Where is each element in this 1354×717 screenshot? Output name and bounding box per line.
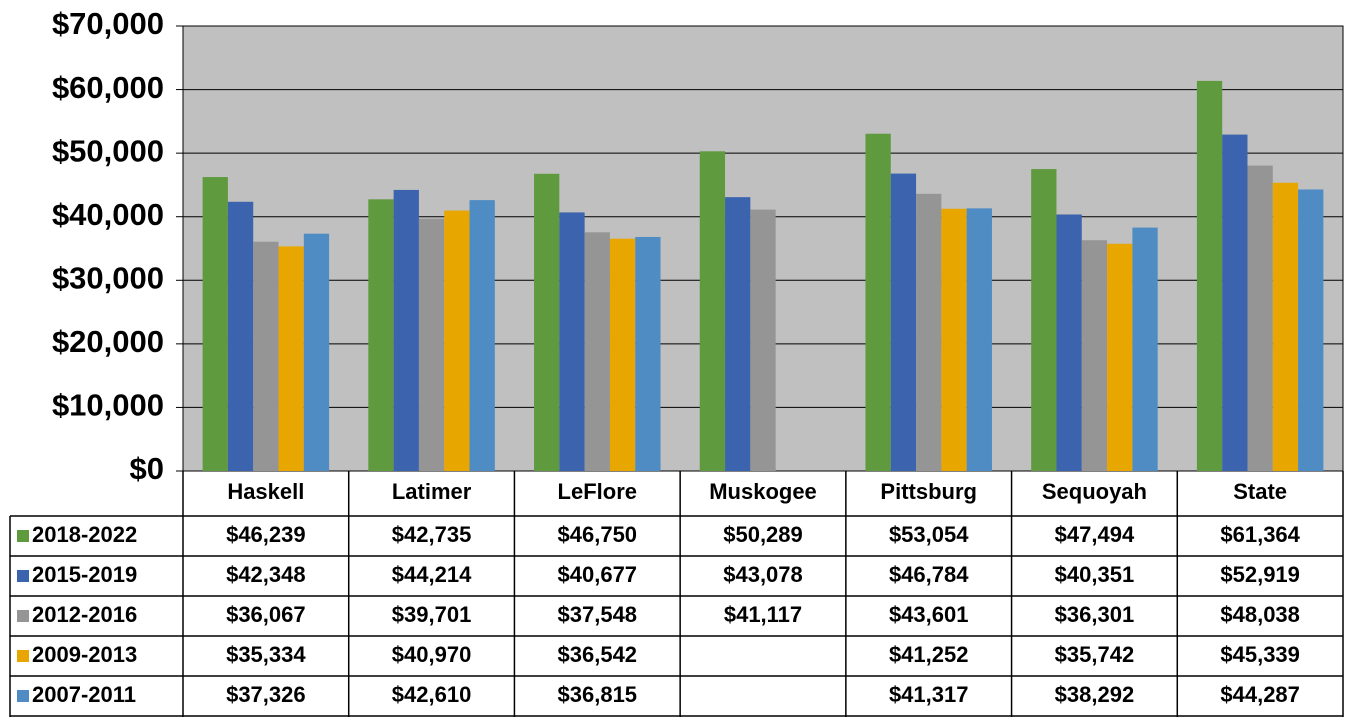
bar (444, 210, 470, 471)
table-value: $46,750 (558, 522, 638, 547)
table-value: $37,326 (226, 682, 306, 707)
table-value: $41,317 (889, 682, 969, 707)
bar (227, 201, 254, 471)
y-tick-label: $50,000 (52, 133, 164, 168)
bar (278, 246, 304, 471)
bar (469, 200, 495, 472)
table-value: $42,610 (392, 682, 472, 707)
table-value: $36,815 (558, 682, 638, 707)
x-tick-label: Haskell (227, 479, 304, 504)
table-value: $43,078 (723, 562, 803, 587)
bar (1056, 214, 1082, 472)
bar (1247, 165, 1273, 471)
bar (202, 177, 228, 472)
table-value: $40,677 (558, 562, 638, 587)
table-value: $42,348 (226, 562, 306, 587)
table-value: $37,548 (558, 602, 638, 627)
bar (1031, 169, 1057, 471)
bar (253, 241, 279, 471)
legend-label: 2007-2011 (32, 682, 136, 707)
table-value: $52,919 (1220, 562, 1300, 587)
table-value: $35,742 (1055, 642, 1135, 667)
bar (393, 189, 419, 471)
bar (1298, 189, 1324, 471)
bar (890, 173, 917, 471)
bar (368, 199, 394, 471)
table-value: $41,117 (724, 602, 802, 627)
y-tick-label: $40,000 (52, 197, 164, 232)
table-value: $46,784 (889, 562, 969, 587)
table-value: $36,542 (558, 642, 638, 667)
bar (584, 232, 610, 471)
y-tick-label: $30,000 (52, 260, 164, 295)
table-value: $50,289 (723, 522, 803, 547)
y-tick-label: $10,000 (52, 388, 164, 423)
bar (1222, 134, 1248, 471)
legend-label: 2012-2016 (32, 602, 137, 627)
table-value: $46,239 (226, 522, 306, 547)
table-value: $48,038 (1220, 602, 1300, 627)
legend-swatch (17, 530, 29, 542)
x-tick-label: Pittsburg (880, 479, 977, 504)
y-tick-label: $0 (130, 451, 164, 486)
legend-label: 2009-2013 (32, 642, 137, 667)
x-tick-label: LeFlore (558, 479, 637, 504)
y-tick-label: $60,000 (52, 70, 164, 105)
legend-swatch (17, 610, 29, 622)
table-value: $61,364 (1220, 522, 1300, 547)
bar (916, 193, 942, 472)
table-value: $36,067 (226, 602, 306, 627)
table-value: $38,292 (1055, 682, 1135, 707)
legend-swatch (17, 650, 29, 662)
table-value: $40,970 (392, 642, 472, 667)
legend-swatch (17, 690, 29, 702)
bar (725, 197, 751, 471)
bar (966, 208, 992, 472)
table-value: $45,339 (1220, 642, 1300, 667)
bar (1196, 80, 1223, 472)
x-tick-label: Muskogee (709, 479, 817, 504)
table-value: $39,701 (392, 602, 472, 627)
table-value: $44,287 (1220, 682, 1300, 707)
bar (1272, 182, 1299, 471)
y-tick-label: $70,000 (52, 6, 164, 41)
bar (609, 238, 636, 471)
table-value: $44,214 (392, 562, 472, 587)
bar (941, 208, 967, 472)
legend-swatch (17, 570, 29, 582)
y-tick-label: $20,000 (52, 324, 164, 359)
x-tick-label: Latimer (392, 479, 472, 504)
table-value: $47,494 (1055, 522, 1135, 547)
table-value: $35,334 (226, 642, 306, 667)
bar (865, 133, 891, 471)
bar (1107, 243, 1133, 471)
table-value: $42,735 (392, 522, 472, 547)
bar (750, 209, 776, 472)
table-value: $40,351 (1055, 562, 1135, 587)
table-value: $36,301 (1055, 602, 1135, 627)
x-tick-label: Sequoyah (1042, 479, 1147, 504)
table-value: $41,252 (889, 642, 969, 667)
bar (699, 151, 726, 471)
legend-label: 2018-2022 (32, 522, 137, 547)
bar (635, 236, 661, 471)
bar (534, 173, 560, 471)
bar (1132, 227, 1158, 471)
table-value: $43,601 (889, 602, 969, 627)
bar (303, 233, 330, 471)
bar (559, 212, 585, 471)
legend-label: 2015-2019 (32, 562, 137, 587)
x-tick-label: State (1233, 479, 1287, 504)
table-value: $53,054 (889, 522, 969, 547)
bar (1081, 240, 1108, 471)
bar (418, 218, 445, 471)
